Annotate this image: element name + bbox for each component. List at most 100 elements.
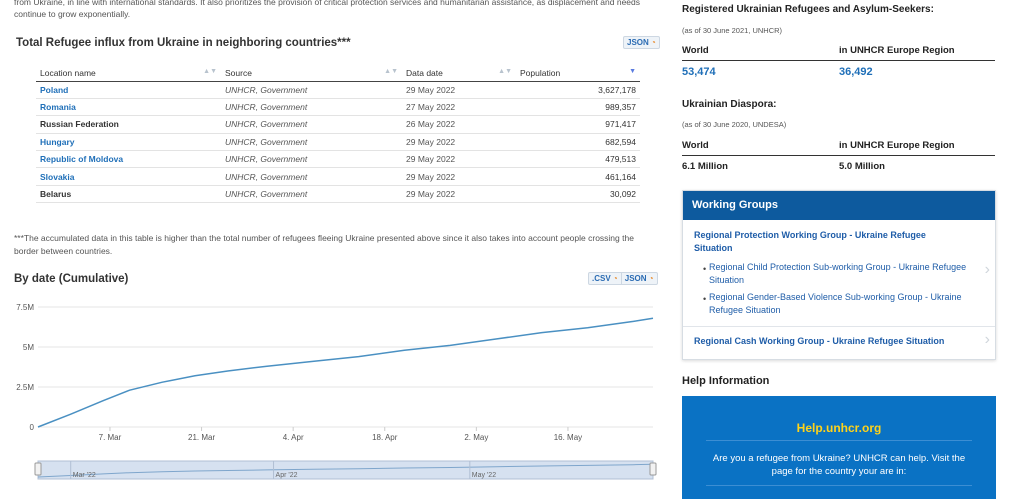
diaspora-source: (as of 30 June 2020, UNDESA): [682, 120, 787, 129]
chevron-right-icon[interactable]: ›: [984, 331, 990, 348]
y-tick-label: 2.5M: [16, 383, 34, 392]
influx-title: Total Refugee influx from Ukraine in nei…: [16, 37, 351, 49]
divider: [683, 326, 995, 327]
table-row: Russian Federation UNHCR, Government 26 Ma…: [36, 115, 640, 134]
col-population[interactable]: Population ▼: [516, 65, 640, 82]
csv-button[interactable]: .CSV ◔: [589, 273, 622, 284]
navigator-window: [37, 460, 654, 480]
main-column: from Ukraine, in line with international…: [14, 0, 660, 480]
population-cell: 30,092: [516, 185, 640, 204]
x-tick-label: 18. Apr: [372, 433, 398, 442]
working-groups-title: Working Groups: [683, 191, 995, 220]
col-source[interactable]: Source ▲▼: [221, 65, 402, 82]
divider: [706, 440, 972, 441]
navigator-handle[interactable]: [34, 462, 42, 476]
location-link[interactable]: Hungary: [36, 133, 221, 152]
population-cell: 989,357: [516, 98, 640, 117]
feed-icon: ◔: [651, 38, 656, 47]
cumulative-chart: 0 2.5M 5M 7.5M 7. Mar 21. Mar 4. Apr 18. Apr 2. …: [16, 303, 657, 480]
wg-protection-link[interactable]: Regional Protection Working Group - Ukra…: [694, 230, 926, 253]
sort-icon: ▲▼: [498, 68, 512, 75]
influx-footnote: ***The accumulated data in this table is…: [14, 233, 634, 256]
source-cell: UNHCR, Government: [221, 185, 402, 204]
export-buttons: .CSV ◔ JSON ◔: [588, 272, 658, 285]
intro-text: from Ukraine, in line with international…: [14, 0, 641, 19]
help-box: Help.unhcr.org Are you a refugee from Uk…: [682, 396, 996, 499]
col-label: Data date: [406, 67, 443, 78]
series-line: [37, 317, 654, 428]
col-label: Location name: [40, 67, 96, 78]
population-cell: 461,164: [516, 167, 640, 186]
sidebar: Registered Ukrainian Refugees and Asylum…: [682, 0, 996, 499]
source-cell: UNHCR, Government: [221, 98, 402, 117]
date-cell: 29 May 2022: [402, 150, 516, 169]
col-date[interactable]: Data date ▲▼: [402, 65, 516, 82]
location-link[interactable]: Republic of Moldova: [36, 150, 221, 169]
influx-json-button[interactable]: JSON ◔: [623, 36, 660, 49]
influx-table: Location name ▲▼ Source ▲▼ Data date ▲▼ Pop…: [36, 65, 640, 204]
divider: [682, 60, 995, 61]
json-label: JSON: [624, 274, 647, 283]
diaspora-europe-value: 5.0 Million: [839, 161, 885, 172]
table-row: Belarus UNHCR, Government 29 May 2022 30,09…: [36, 185, 640, 204]
date-cell: 29 May 2022: [402, 81, 516, 99]
x-tick-label: 4. Apr: [283, 433, 304, 442]
sort-desc-icon: ▼: [629, 68, 636, 75]
divider: [682, 155, 995, 156]
y-tick-label: 0: [30, 423, 35, 432]
csv-label: .CSV: [592, 274, 611, 283]
x-tick-label: 2. May: [464, 433, 488, 442]
location-name: Belarus: [36, 185, 221, 204]
json-button[interactable]: JSON ◔: [622, 273, 657, 284]
population-cell: 3,627,178: [516, 81, 640, 99]
location-link[interactable]: Romania: [36, 98, 221, 117]
bullet-icon: •: [703, 294, 707, 304]
divider: [706, 485, 972, 486]
diaspora-world-value: 6.1 Million: [682, 161, 728, 172]
table-row: Hungary UNHCR, Government 29 May 2022 682,5…: [36, 133, 640, 152]
by-date-title: By date (Cumulative): [14, 273, 129, 285]
table-row: Republic of Moldova UNHCR, Government 29 M…: [36, 150, 640, 169]
population-cell: 479,513: [516, 150, 640, 169]
date-cell: 29 May 2022: [402, 167, 516, 186]
refugees-col-world: World: [682, 45, 709, 56]
chevron-right-icon[interactable]: ›: [984, 261, 990, 278]
location-name: Russian Federation: [36, 115, 221, 134]
date-cell: 29 May 2022: [402, 133, 516, 152]
source-cell: UNHCR, Government: [221, 133, 402, 152]
x-tick-label: 7. Mar: [99, 433, 122, 442]
date-cell: 26 May 2022: [402, 115, 516, 134]
navigator-handle[interactable]: [649, 462, 657, 476]
wg-gbv-link[interactable]: Regional Gender-Based Violence Sub-worki…: [709, 292, 962, 315]
refugees-title: Registered Ukrainian Refugees and Asylum…: [682, 4, 934, 15]
wg-cash-link[interactable]: Regional Cash Working Group - Ukraine Re…: [694, 336, 945, 346]
navigator-series: [37, 463, 654, 478]
refugees-europe-value: 36,492: [839, 66, 873, 78]
table-row: Romania UNHCR, Government 27 May 2022 989,3…: [36, 98, 640, 117]
bullet-icon: •: [703, 264, 707, 274]
col-location[interactable]: Location name ▲▼: [36, 65, 221, 82]
y-tick-label: 5M: [23, 343, 34, 352]
help-link[interactable]: Help.unhcr.org: [796, 421, 882, 435]
table-row: Slovakia UNHCR, Government 29 May 2022 461,…: [36, 167, 640, 186]
x-tick-label: 16. May: [554, 433, 582, 442]
json-label: JSON: [627, 38, 649, 47]
source-cell: UNHCR, Government: [221, 150, 402, 169]
help-text: Are you a refugee from Ukraine? UNHCR ca…: [712, 453, 966, 477]
navigator-label: Apr '22: [276, 472, 298, 479]
population-cell: 971,417: [516, 115, 640, 134]
location-link[interactable]: Poland: [36, 81, 221, 99]
diaspora-title: Ukrainian Diaspora:: [682, 99, 777, 110]
sort-icon: ▲▼: [203, 68, 217, 75]
sort-icon: ▲▼: [384, 68, 398, 75]
refugees-source: (as of 30 June 2021, UNHCR): [682, 26, 783, 35]
table-row: Poland UNHCR, Government 29 May 2022 3,627,…: [36, 81, 640, 99]
refugees-world-value: 53,474: [682, 66, 716, 78]
y-tick-label: 7.5M: [16, 303, 34, 312]
source-cell: UNHCR, Government: [221, 115, 402, 134]
wg-child-protection-link[interactable]: Regional Child Protection Sub-working Gr…: [709, 262, 967, 285]
navigator-label: Mar '22: [73, 472, 96, 479]
feed-icon: ◔: [648, 274, 654, 283]
diaspora-col-europe: in UNHCR Europe Region: [839, 140, 955, 151]
location-link[interactable]: Slovakia: [36, 167, 221, 186]
